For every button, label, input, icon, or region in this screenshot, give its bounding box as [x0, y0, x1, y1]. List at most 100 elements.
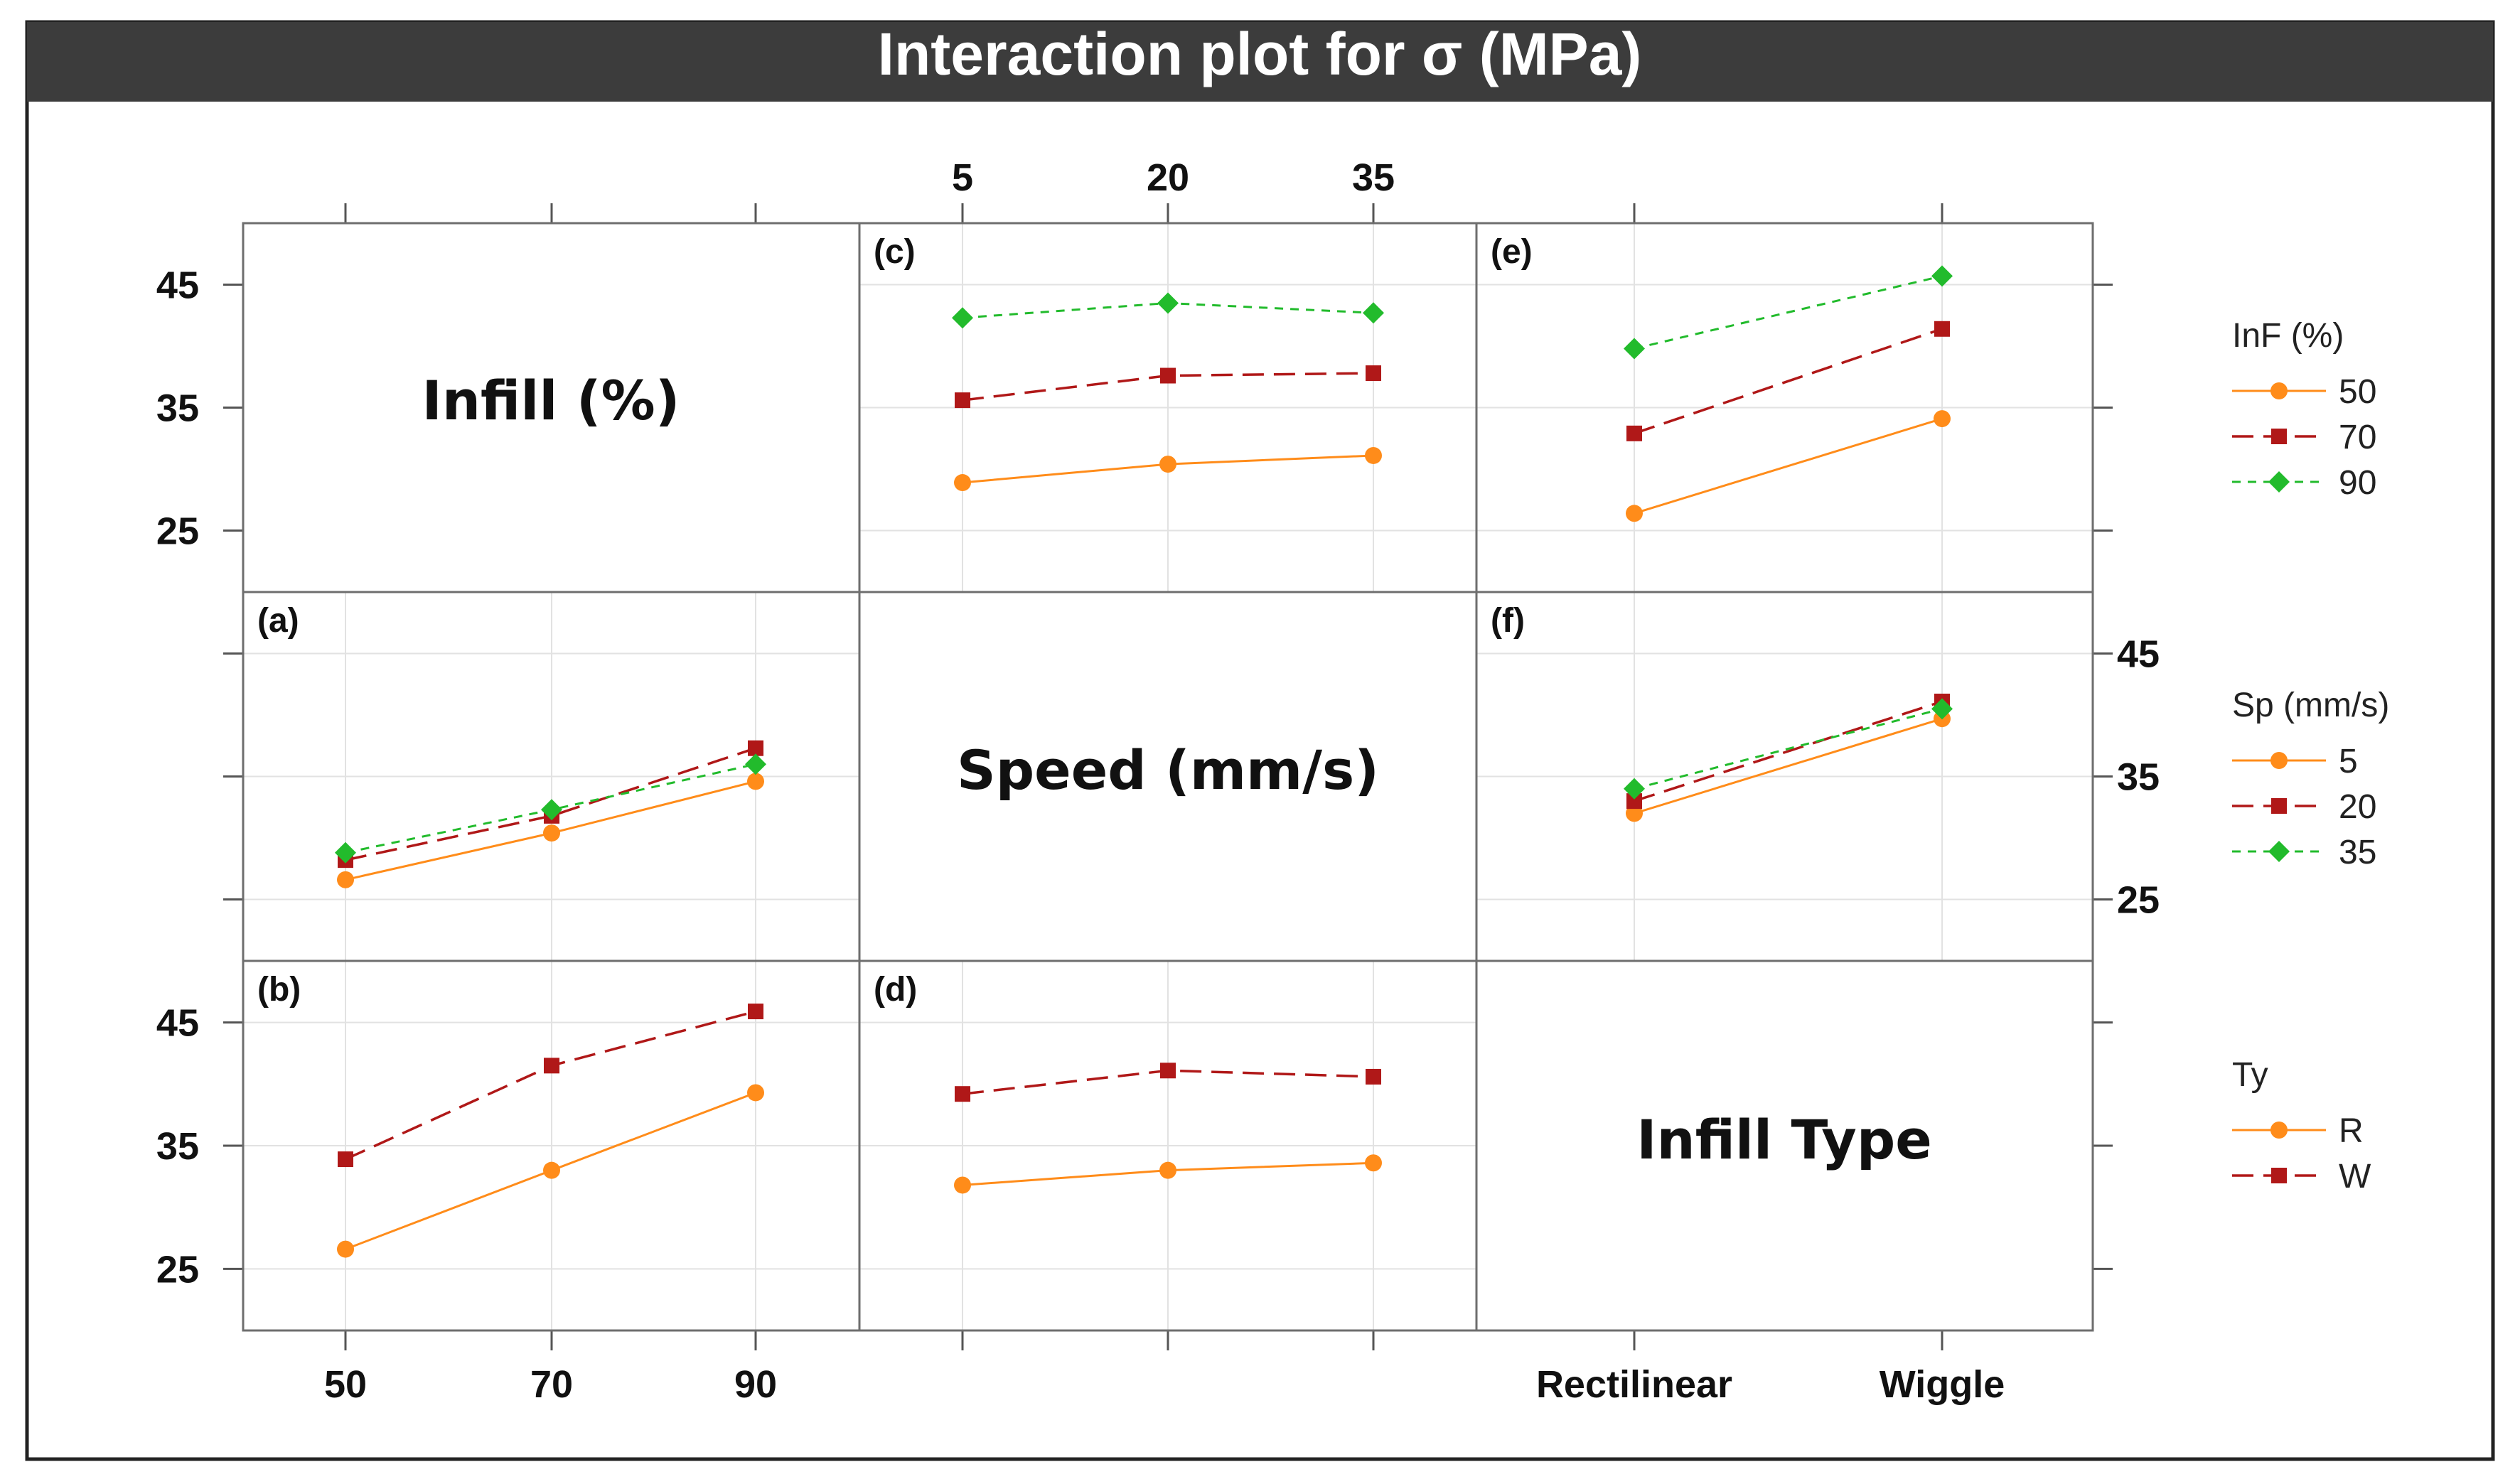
y-tick-label: 35: [2117, 756, 2160, 799]
data-point-50: [1934, 410, 1951, 428]
series-line-90: [1634, 274, 1943, 350]
legend-entry: 20: [2232, 788, 2376, 826]
y-tick-label: 45: [2117, 633, 2160, 676]
data-point-20: [1626, 793, 1642, 810]
data-point-R: [1159, 1161, 1176, 1179]
legend-marker: [2271, 429, 2287, 444]
legend-label: 50: [2339, 373, 2376, 411]
y-tick-label: 35: [156, 1125, 199, 1168]
legend-marker: [2268, 471, 2290, 493]
legend-label: 35: [2339, 834, 2376, 871]
legend-label: 20: [2339, 788, 2376, 826]
legend-marker: [2270, 382, 2288, 399]
data-point-R: [954, 1176, 971, 1194]
legend-label: 5: [2339, 743, 2358, 780]
series-line-35: [1634, 707, 1943, 790]
legend-marker: [2271, 798, 2287, 814]
panel-b: (b): [257, 971, 764, 1258]
legend-title: Sp (mm/s): [2232, 687, 2389, 724]
legend-infill: InF (%) 50 70 90: [2232, 317, 2376, 502]
legend-entry: 5: [2232, 743, 2358, 780]
data-point-50: [954, 474, 971, 492]
y-tick-label: 25: [156, 1248, 199, 1291]
panel-c: (c): [874, 233, 1384, 492]
x-tick-label-speed: 35: [1352, 156, 1395, 199]
x-tick-label-type: Wiggle: [1880, 1363, 2005, 1406]
legend-marker: [2270, 752, 2288, 769]
data-point-35: [1931, 698, 1953, 720]
title-bar: [27, 22, 2493, 102]
data-point-90: [1624, 338, 1645, 360]
data-point-R: [543, 1161, 560, 1179]
legend-entry: R: [2232, 1112, 2364, 1150]
cell-r2-c1: [858, 959, 1478, 1332]
panel-a: (a): [257, 602, 766, 888]
x-tick-label-type: Rectilinear: [1536, 1363, 1732, 1406]
x-tick-label-infill: 90: [734, 1363, 777, 1406]
series-line-20: [1634, 700, 1943, 802]
panel-label: (b): [257, 971, 301, 1009]
data-point-W: [1160, 1063, 1176, 1079]
legend-title: InF (%): [2232, 317, 2344, 355]
data-point-50: [1365, 446, 1382, 464]
legend-label: W: [2339, 1158, 2371, 1195]
data-point-W: [748, 1004, 763, 1020]
legend-label: R: [2339, 1112, 2364, 1150]
legend-type: Ty RW: [2232, 1056, 2371, 1195]
data-point-R: [1365, 1154, 1382, 1172]
data-point-35: [541, 799, 562, 821]
data-point-90: [1363, 302, 1384, 324]
x-tick-label-infill: 70: [530, 1363, 573, 1406]
cell-r2-c2: [1475, 959, 2094, 1332]
x-tick-label-infill: 50: [324, 1363, 367, 1406]
panel-f: (f): [1491, 602, 1953, 822]
diag-label-speed: Speed (mm/s): [957, 738, 1379, 802]
y-tick-label: 45: [156, 264, 199, 307]
diag-label-infill: Infill (%): [422, 369, 680, 432]
legend-label: 70: [2339, 419, 2376, 456]
panel-label: (c): [874, 233, 916, 271]
data-point-5: [337, 871, 354, 888]
data-point-W: [544, 1058, 559, 1074]
legend-marker: [2271, 1168, 2287, 1183]
legend-speed: Sp (mm/s) 5 20 35: [2232, 687, 2389, 871]
data-point-50: [1159, 456, 1176, 473]
data-point-70: [1160, 367, 1176, 384]
data-point-35: [1624, 778, 1645, 800]
series-line-5: [1634, 717, 1943, 814]
series-line-70: [1634, 328, 1943, 435]
chart-title: Interaction plot for σ (MPa): [878, 21, 1642, 87]
data-point-70: [1366, 365, 1381, 382]
data-point-W: [955, 1086, 970, 1102]
x-tick-label-speed: 20: [1147, 156, 1189, 199]
y-tick-label: 45: [156, 1002, 199, 1045]
data-point-90: [952, 307, 973, 329]
panel-d: (d): [874, 971, 1382, 1194]
x-tick-label-speed: 5: [952, 156, 973, 199]
panel-label: (e): [1491, 233, 1533, 271]
data-point-35: [745, 753, 766, 775]
legend-entry: 50: [2232, 373, 2376, 411]
series-line-50: [1634, 417, 1943, 515]
y-tick-label: 35: [156, 387, 199, 430]
panel-label: (a): [257, 602, 299, 640]
data-point-5: [747, 773, 764, 790]
data-point-W: [1366, 1068, 1381, 1085]
panel-label: (d): [874, 971, 917, 1009]
y-tick-label: 25: [2117, 879, 2160, 922]
legend-entry: W: [2232, 1158, 2371, 1195]
data-point-70: [955, 392, 970, 409]
legend-title: Ty: [2232, 1056, 2268, 1094]
data-point-35: [335, 842, 356, 864]
data-point-90: [1931, 265, 1953, 287]
panel-e: (e): [1491, 233, 1953, 522]
data-point-90: [1157, 292, 1179, 314]
figure-frame: [25, 20, 2495, 1461]
data-point-5: [543, 824, 560, 842]
legend-entry: 35: [2232, 834, 2376, 871]
series-line-20: [345, 747, 756, 861]
data-point-5: [1626, 805, 1643, 822]
data-point-20: [748, 740, 763, 756]
data-point-70: [1626, 425, 1642, 441]
